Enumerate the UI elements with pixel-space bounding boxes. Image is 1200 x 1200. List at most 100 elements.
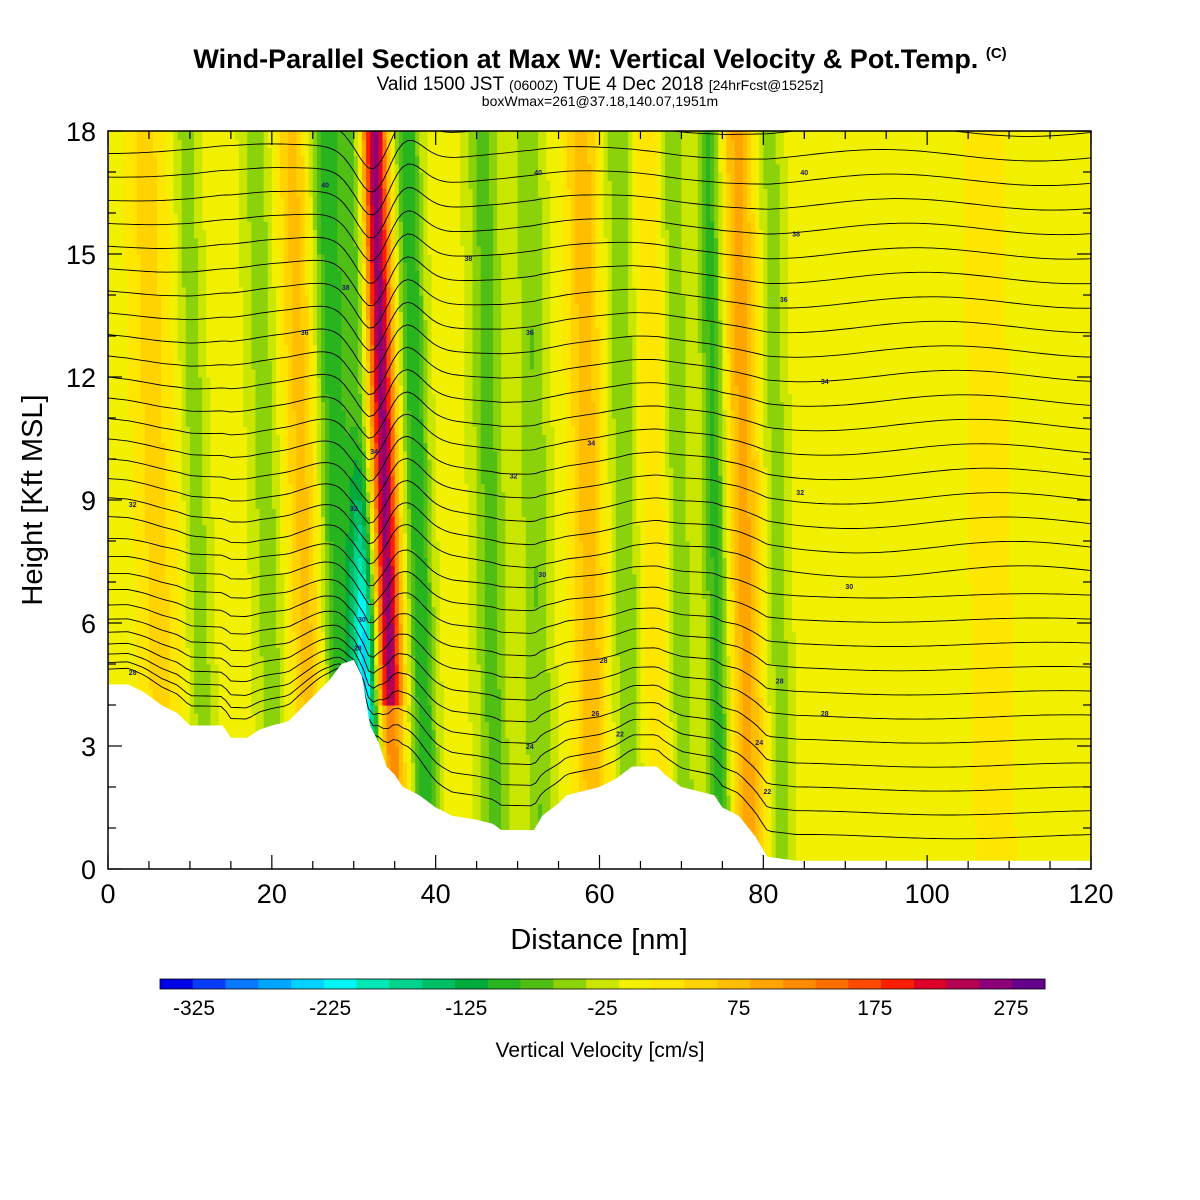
velocity-cell xyxy=(124,229,130,239)
velocity-cell xyxy=(259,516,265,526)
velocity-cell xyxy=(124,393,130,403)
velocity-cell xyxy=(259,262,265,271)
velocity-cell xyxy=(308,475,314,485)
velocity-cell xyxy=(218,672,224,681)
velocity-cell xyxy=(234,729,240,739)
velocity-cell xyxy=(312,500,318,509)
velocity-cell xyxy=(206,647,211,657)
velocity-cell xyxy=(148,393,154,403)
velocity-cell xyxy=(247,541,252,550)
velocity-cell xyxy=(189,229,195,239)
velocity-cell xyxy=(267,254,273,263)
velocity-cell xyxy=(148,442,154,452)
velocity-cell xyxy=(181,491,187,501)
velocity-cell xyxy=(251,664,257,673)
velocity-cell xyxy=(292,500,298,509)
velocity-cell xyxy=(230,295,236,304)
velocity-cell xyxy=(226,680,232,690)
velocity-cell xyxy=(214,163,220,173)
velocity-cell xyxy=(226,705,232,714)
velocity-cell xyxy=(243,467,248,476)
velocity-cell xyxy=(222,401,228,411)
velocity-cell xyxy=(210,483,216,493)
velocity-cell xyxy=(320,139,326,148)
velocity-cell xyxy=(108,237,113,247)
velocity-cell xyxy=(251,508,257,517)
velocity-cell xyxy=(120,647,125,657)
velocity-cell xyxy=(112,434,117,444)
velocity-cell xyxy=(206,368,211,378)
velocity-cell xyxy=(120,319,125,329)
velocity-cell xyxy=(263,180,269,189)
velocity-cell xyxy=(271,254,277,263)
velocity-cell xyxy=(239,606,244,616)
velocity-cell xyxy=(222,163,228,173)
velocity-cell xyxy=(316,598,322,608)
velocity-cell xyxy=(312,368,318,378)
velocity-cell xyxy=(181,401,187,411)
velocity-cell xyxy=(120,631,125,640)
velocity-cell xyxy=(177,590,183,599)
velocity-cell xyxy=(239,319,244,329)
velocity-cell xyxy=(275,401,281,411)
velocity-cell xyxy=(259,229,265,239)
velocity-cell xyxy=(148,590,154,599)
velocity-cell xyxy=(267,623,273,632)
velocity-cell xyxy=(226,631,232,640)
velocity-cell xyxy=(136,188,142,198)
velocity-cell xyxy=(124,213,130,222)
velocity-cell xyxy=(300,524,306,534)
velocity-cell xyxy=(140,311,146,321)
velocity-cell xyxy=(325,131,330,140)
velocity-cell xyxy=(218,409,224,419)
velocity-cell xyxy=(226,606,232,616)
velocity-cell xyxy=(222,508,228,517)
velocity-cell xyxy=(198,368,203,378)
velocity-cell xyxy=(251,614,257,624)
velocity-cell xyxy=(222,245,228,255)
velocity-cell xyxy=(312,631,318,640)
velocity-cell xyxy=(284,401,289,411)
velocity-cell xyxy=(165,524,171,534)
velocity-cell xyxy=(210,262,216,271)
velocity-cell xyxy=(206,614,211,624)
velocity-cell xyxy=(128,565,134,575)
velocity-cell xyxy=(222,213,228,222)
velocity-cell xyxy=(226,598,232,608)
velocity-cell xyxy=(124,139,130,148)
chart-title-text: Wind-Parallel Section at Max W: Vertical… xyxy=(193,44,978,74)
velocity-cell xyxy=(300,139,306,148)
velocity-cell xyxy=(329,450,334,460)
velocity-cell xyxy=(251,286,257,296)
velocity-cell xyxy=(292,262,298,271)
velocity-cell xyxy=(316,295,322,304)
velocity-cell xyxy=(300,278,306,288)
velocity-cell xyxy=(263,557,269,567)
velocity-cell xyxy=(185,450,191,460)
subtitle-forecast: [24hrFcst@1525z] xyxy=(709,77,824,93)
velocity-cell xyxy=(198,500,203,509)
velocity-cell xyxy=(153,582,158,591)
velocity-cell xyxy=(116,557,121,567)
velocity-cell xyxy=(247,491,252,501)
velocity-cell xyxy=(210,163,216,173)
velocity-cell xyxy=(275,541,281,550)
velocity-cell xyxy=(263,688,269,698)
velocity-cell xyxy=(280,131,285,140)
velocity-cell xyxy=(325,237,330,247)
velocity-cell xyxy=(275,442,281,452)
velocity-cell xyxy=(316,508,322,517)
velocity-cell xyxy=(259,541,265,550)
velocity-cell xyxy=(255,368,261,378)
velocity-cell xyxy=(320,163,326,173)
velocity-cell xyxy=(120,459,125,468)
velocity-cell xyxy=(230,614,236,624)
velocity-cell xyxy=(169,221,175,230)
velocity-cell xyxy=(243,352,248,362)
velocity-cell xyxy=(124,245,130,255)
velocity-cell xyxy=(284,508,289,517)
velocity-cell xyxy=(284,573,289,583)
velocity-cell xyxy=(267,696,273,706)
velocity-cell xyxy=(198,688,203,698)
velocity-cell xyxy=(320,172,326,181)
